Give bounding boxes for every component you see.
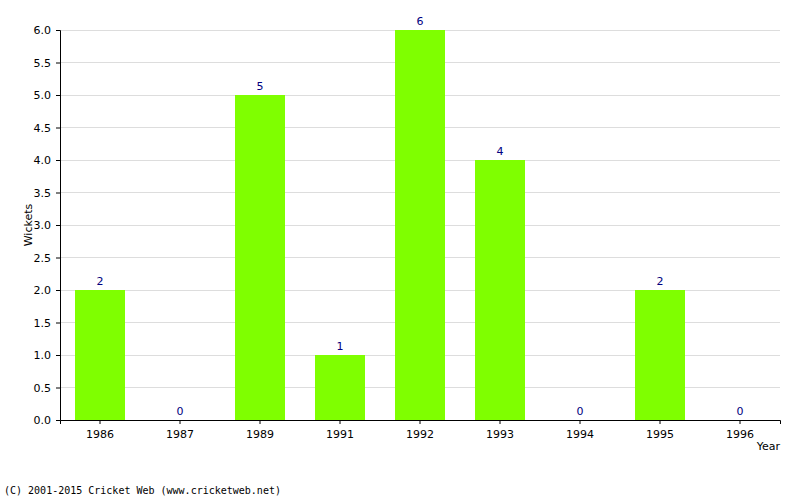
y-tick: 0.5 xyxy=(34,382,61,395)
data-label: 0 xyxy=(737,405,744,418)
bar xyxy=(315,355,365,420)
x-tick-mark xyxy=(580,420,581,424)
y-tick-mark xyxy=(56,128,60,129)
x-tick-mark xyxy=(500,420,501,424)
data-label: 5 xyxy=(257,80,264,93)
y-tick-mark xyxy=(56,290,60,291)
y-tick-mark xyxy=(56,225,60,226)
y-tick-label: 5.0 xyxy=(34,89,52,102)
x-tick: 1989 xyxy=(246,420,274,441)
grid xyxy=(60,30,780,420)
data-label: 1 xyxy=(337,340,344,353)
y-tick-label: 4.5 xyxy=(34,122,52,135)
y-tick-mark xyxy=(56,355,60,356)
data-label: 6 xyxy=(417,15,424,28)
y-tick-label: 0.0 xyxy=(34,414,52,427)
x-tick-mark xyxy=(340,420,341,424)
bar xyxy=(635,290,685,420)
x-tick-label: 1994 xyxy=(566,428,594,441)
data-labels: 2 0 5 1 6 4 0 2 0 xyxy=(97,15,744,418)
plot: 0.0 0.5 1.0 1.5 2.0 2.5 3.0 3.5 4.0 4.5 5.0 5.5 6.0 1… xyxy=(34,15,781,441)
y-tick-label: 1.5 xyxy=(34,317,52,330)
y-axis-title: Wickets xyxy=(22,203,35,246)
y-tick-mark xyxy=(56,323,60,324)
data-label: 0 xyxy=(577,405,584,418)
x-tick-label: 1987 xyxy=(166,428,194,441)
y-axis: 0.0 0.5 1.0 1.5 2.0 2.5 3.0 3.5 4.0 4.5 5.0 5.5 6.0 xyxy=(34,24,61,427)
x-tick-label: 1991 xyxy=(326,428,354,441)
x-tick-mark xyxy=(180,420,181,424)
x-tick: 1991 xyxy=(326,420,354,441)
y-tick-mark xyxy=(56,30,60,31)
bars xyxy=(75,30,685,420)
x-tick-label: 1993 xyxy=(486,428,514,441)
y-tick-mark xyxy=(56,420,60,421)
y-tick-label: 5.5 xyxy=(34,57,52,70)
x-tick-mark xyxy=(420,420,421,424)
bar xyxy=(155,420,205,421)
y-tick-label: 0.5 xyxy=(34,382,52,395)
x-tick: 1992 xyxy=(406,420,434,441)
y-tick: 3.5 xyxy=(34,187,61,200)
y-tick-mark xyxy=(56,63,60,64)
y-tick-mark xyxy=(56,193,60,194)
data-label: 4 xyxy=(497,145,504,158)
y-tick-mark xyxy=(56,95,60,96)
x-tick-label: 1989 xyxy=(246,428,274,441)
y-axis-line xyxy=(56,31,61,421)
x-tick-label: 1986 xyxy=(86,428,114,441)
x-axis-title: Year xyxy=(756,440,781,453)
x-tick-label: 1996 xyxy=(726,428,754,441)
bar xyxy=(715,420,765,421)
x-tick: 1986 xyxy=(86,420,114,441)
y-tick-label: 2.5 xyxy=(34,252,52,265)
x-tick-label: 1995 xyxy=(646,428,674,441)
bar xyxy=(75,290,125,420)
y-tick-label: 1.0 xyxy=(34,349,52,362)
x-tick-mark xyxy=(100,420,101,424)
y-tick: 4.0 xyxy=(34,154,61,167)
y-tick-mark xyxy=(56,258,60,259)
x-tick: 1993 xyxy=(486,420,514,441)
bar xyxy=(555,420,605,421)
y-tick-label: 6.0 xyxy=(34,24,52,37)
x-tick: 1996 xyxy=(726,420,754,441)
y-tick: 6.0 xyxy=(34,24,61,37)
y-tick: 0.0 xyxy=(34,414,61,427)
chart: 0.0 0.5 1.0 1.5 2.0 2.5 3.0 3.5 4.0 4.5 5.0 5.5 6.0 1… xyxy=(0,0,800,500)
x-tick-mark xyxy=(660,420,661,424)
y-tick: 2.5 xyxy=(34,252,61,265)
x-tick: 1987 xyxy=(166,420,194,441)
x-axis-line xyxy=(61,421,781,425)
data-label: 0 xyxy=(177,405,184,418)
x-axis: 1986 1987 1989 1991 1992 1993 1994 1995 1996 xyxy=(61,420,781,441)
y-tick-label: 4.0 xyxy=(34,154,52,167)
y-tick: 1.5 xyxy=(34,317,61,330)
y-tick: 4.5 xyxy=(34,122,61,135)
data-label: 2 xyxy=(657,275,664,288)
y-tick: 2.0 xyxy=(34,284,61,297)
y-tick-label: 3.0 xyxy=(34,219,52,232)
y-tick-label: 2.0 xyxy=(34,284,52,297)
y-tick-label: 3.5 xyxy=(34,187,52,200)
x-tick-label: 1992 xyxy=(406,428,434,441)
bar xyxy=(395,30,445,420)
bar xyxy=(235,95,285,420)
x-tick: 1994 xyxy=(566,420,594,441)
data-label: 2 xyxy=(97,275,104,288)
x-tick-mark xyxy=(260,420,261,424)
x-tick-mark xyxy=(740,420,741,424)
y-tick: 3.0 xyxy=(34,219,61,232)
y-tick-mark xyxy=(56,388,60,389)
y-tick-mark xyxy=(56,160,60,161)
y-tick: 5.5 xyxy=(34,57,61,70)
bar xyxy=(475,160,525,420)
annotation: (C) 2001-2015 Cricket Web (www.cricketwe… xyxy=(4,485,281,496)
y-tick: 5.0 xyxy=(34,89,61,102)
x-tick: 1995 xyxy=(646,420,674,441)
y-tick: 1.0 xyxy=(34,349,61,362)
